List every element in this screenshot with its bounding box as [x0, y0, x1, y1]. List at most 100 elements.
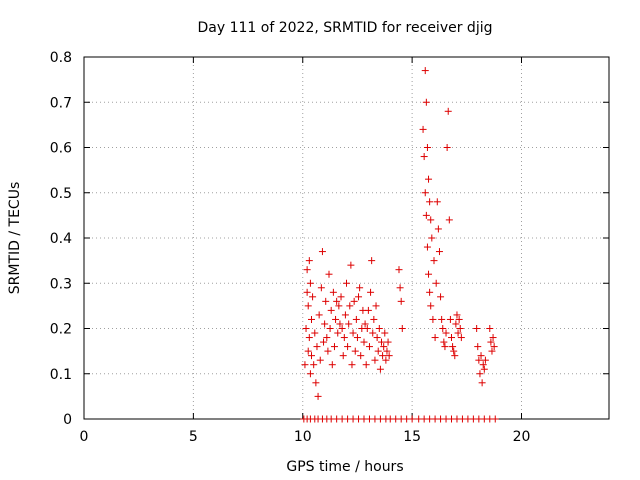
- data-point: [477, 352, 485, 360]
- data-point: [353, 334, 361, 342]
- y-tick-label: 0.4: [50, 231, 72, 247]
- data-point: [435, 248, 443, 256]
- y-tick-label: 0.8: [50, 50, 72, 66]
- data-point: [395, 266, 403, 274]
- data-point: [340, 334, 348, 342]
- data-point: [450, 347, 458, 355]
- data-point: [305, 334, 313, 342]
- data-point: [439, 325, 447, 332]
- data-point: [370, 315, 378, 323]
- data-point: [325, 270, 333, 278]
- data-point: [421, 189, 429, 197]
- data-point: [488, 347, 496, 355]
- data-point: [478, 379, 486, 387]
- axis-ticks: 0 5 10 15 20 0 0.1 0.2 0.3 0.4 0.5 0.6 0.7 0.8: [50, 50, 609, 445]
- data-point: [371, 356, 379, 364]
- y-tick-label: 0: [63, 412, 72, 428]
- data-point: [320, 338, 328, 346]
- data-points: [300, 67, 499, 423]
- data-point: [343, 279, 350, 287]
- data-point: [385, 352, 393, 360]
- data-point: [408, 415, 416, 423]
- data-point: [363, 325, 371, 332]
- data-point: [346, 302, 354, 310]
- data-point: [455, 315, 463, 323]
- data-point: [316, 356, 324, 364]
- y-tick-label: 0.5: [50, 186, 72, 202]
- data-point: [311, 329, 319, 337]
- data-point: [322, 297, 330, 305]
- data-point: [365, 343, 373, 351]
- data-point: [309, 293, 317, 301]
- data-point: [481, 356, 489, 364]
- y-axis-label: SRMTID / TECUs: [7, 182, 23, 295]
- data-point: [338, 325, 346, 332]
- data-point: [445, 216, 453, 224]
- y-tick-label: 0.2: [50, 322, 72, 338]
- data-point: [349, 329, 357, 337]
- data-point: [321, 320, 329, 328]
- data-point: [419, 125, 427, 133]
- data-point: [312, 379, 320, 387]
- data-point: [337, 293, 345, 301]
- data-point: [368, 257, 376, 265]
- data-point: [479, 361, 487, 369]
- data-point: [336, 320, 344, 328]
- data-point: [351, 347, 359, 355]
- data-point: [332, 315, 340, 323]
- data-point: [376, 365, 384, 373]
- data-point: [345, 320, 353, 328]
- data-point: [452, 320, 460, 328]
- y-tick-label: 0.3: [50, 276, 72, 292]
- data-point: [397, 297, 405, 305]
- data-point: [475, 356, 483, 364]
- data-point: [333, 297, 341, 305]
- x-tick-label: 15: [403, 429, 421, 445]
- data-point: [426, 288, 434, 296]
- y-tick-label: 0.6: [50, 141, 72, 157]
- data-point: [305, 257, 313, 265]
- data-point: [352, 315, 360, 323]
- data-point: [375, 325, 383, 332]
- data-point: [474, 343, 482, 351]
- data-point: [421, 67, 429, 75]
- data-point: [425, 270, 433, 278]
- data-point: [378, 338, 385, 346]
- data-point: [430, 257, 438, 265]
- data-point: [306, 370, 314, 378]
- data-point: [357, 352, 365, 360]
- data-point: [339, 352, 347, 360]
- data-point: [383, 347, 391, 355]
- data-point: [427, 216, 435, 224]
- data-point: [457, 334, 465, 342]
- data-point: [335, 302, 343, 310]
- data-point: [486, 325, 494, 332]
- data-point: [330, 343, 338, 351]
- x-tick-label: 0: [80, 429, 89, 445]
- data-point: [431, 334, 439, 342]
- data-point: [327, 306, 335, 314]
- data-point: [313, 343, 321, 351]
- data-point: [302, 325, 310, 332]
- data-point: [380, 343, 388, 351]
- data-point: [318, 248, 326, 256]
- data-point: [308, 352, 315, 360]
- data-point: [381, 329, 389, 337]
- y-tick-label: 0.1: [50, 367, 72, 383]
- data-point: [304, 302, 312, 310]
- data-point: [425, 175, 433, 183]
- grid-lines: [84, 57, 609, 419]
- data-point: [444, 107, 452, 115]
- data-point: [441, 343, 449, 351]
- data-point: [329, 288, 337, 296]
- data-point: [433, 198, 441, 206]
- data-point: [490, 343, 498, 351]
- data-point: [473, 325, 481, 332]
- data-point: [438, 315, 446, 323]
- data-point: [432, 279, 440, 287]
- data-point: [429, 315, 437, 323]
- data-point: [328, 361, 336, 369]
- y-tick-label: 0.7: [50, 95, 72, 111]
- data-point: [451, 352, 459, 360]
- data-point: [456, 325, 464, 332]
